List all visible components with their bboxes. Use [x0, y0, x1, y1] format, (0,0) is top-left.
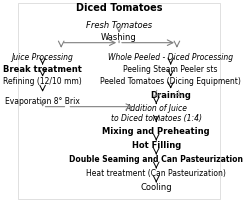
Text: Fresh Tomatoes: Fresh Tomatoes: [86, 21, 152, 30]
Text: Break treatment: Break treatment: [3, 65, 82, 74]
Text: Whole Peeled - Diced Processing: Whole Peeled - Diced Processing: [108, 53, 233, 62]
Text: Addition of Juice
to Diced tomatoes (1:4): Addition of Juice to Diced tomatoes (1:4…: [111, 103, 202, 123]
Text: Heat treatment (Can Pasteurization): Heat treatment (Can Pasteurization): [86, 168, 226, 177]
Text: Double Seaming and Can Pasteurization: Double Seaming and Can Pasteurization: [69, 154, 243, 163]
Text: Mixing and Preheating: Mixing and Preheating: [102, 126, 210, 136]
Text: Cooling: Cooling: [140, 182, 172, 191]
Text: Diced Tomatoes: Diced Tomatoes: [76, 3, 162, 13]
Text: Juice Processing: Juice Processing: [12, 53, 73, 62]
Text: Draining: Draining: [150, 91, 191, 100]
Text: Refining (12/10 mm): Refining (12/10 mm): [3, 77, 82, 86]
Text: Peeled Tomatoes (Dicing Equipment): Peeled Tomatoes (Dicing Equipment): [100, 77, 241, 86]
Text: Washing: Washing: [101, 33, 137, 42]
Text: Evaporation 8° Brix: Evaporation 8° Brix: [5, 97, 80, 106]
Text: Hot Filling: Hot Filling: [132, 140, 181, 149]
Text: Peeling Steam Peeler sts: Peeling Steam Peeler sts: [124, 65, 218, 74]
